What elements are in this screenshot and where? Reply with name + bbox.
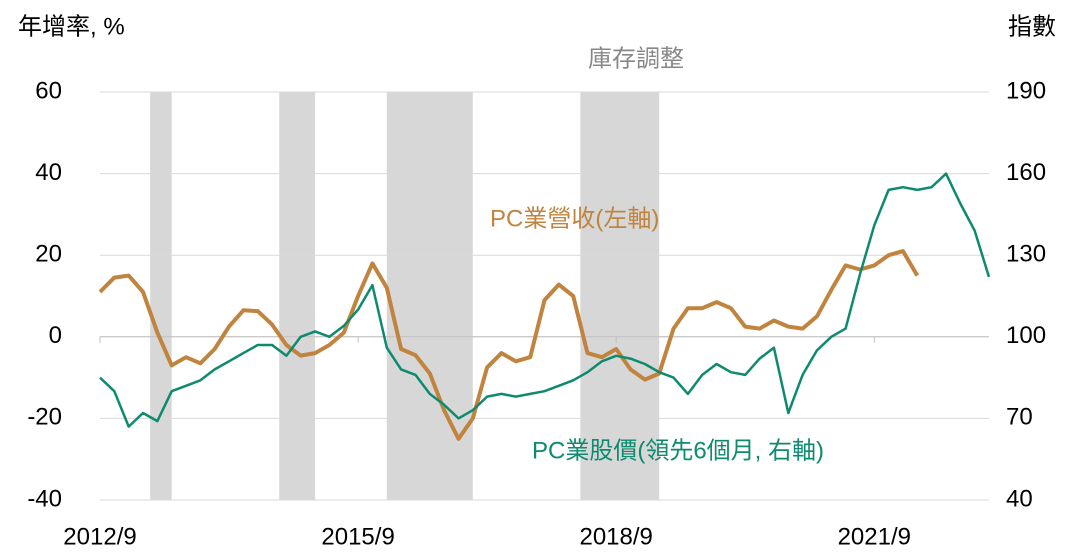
y-axis-title: 年增率, % [18, 13, 125, 40]
series-line [98, 249, 920, 441]
y2-tick-label: 130 [1006, 241, 1046, 268]
y2-axis-title: 指數 [1008, 13, 1056, 40]
y2-tick-label: 190 [1006, 77, 1046, 104]
shaded-period [386, 92, 473, 500]
y-tick-label: 60 [35, 77, 62, 104]
x-tick-label: 2015/9 [321, 523, 394, 550]
y-tick-label: 0 [49, 322, 62, 349]
shaded-period [279, 92, 316, 500]
shaded-label: 庫存調整 [588, 45, 684, 72]
x-tick-label: 2018/9 [579, 523, 652, 550]
x-tick-label: 2012/9 [63, 523, 136, 550]
y2-tick-label: 70 [1006, 404, 1033, 431]
series-label: PC業股價(領先6個月, 右軸) [532, 437, 824, 464]
y2-tick-label: 100 [1006, 322, 1046, 349]
plot: -40 -20 0 20 40 60 40 70 100 130 160 190 2012/9 2015/… [27, 77, 1046, 550]
series-line [99, 172, 991, 428]
y2-tick-label: 160 [1006, 159, 1046, 186]
y-tick-label: -40 [27, 485, 62, 512]
y-tick-label: 20 [35, 241, 62, 268]
series-label: PC業營收(左軸) [490, 205, 659, 232]
y-tick-label: 40 [35, 159, 62, 186]
shaded-period [150, 92, 172, 500]
y2-tick-label: 40 [1006, 485, 1033, 512]
shaded-period [580, 92, 660, 500]
y-tick-label: -20 [27, 404, 62, 431]
x-tick-label: 2021/9 [838, 523, 911, 550]
